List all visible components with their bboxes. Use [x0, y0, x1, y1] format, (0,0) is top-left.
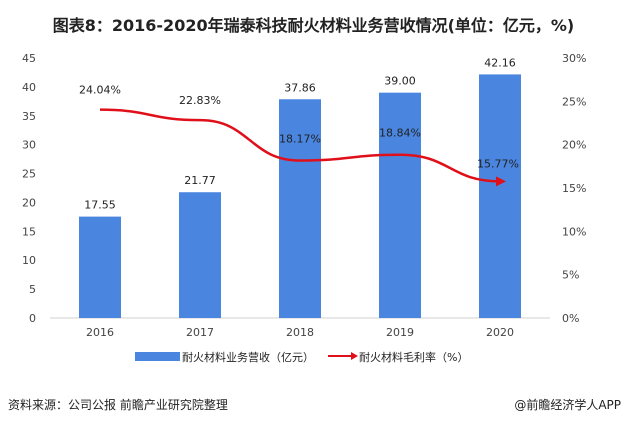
y-right-tick: 10% [562, 225, 586, 238]
x-tick: 2016 [86, 326, 114, 339]
chart-title: 图表8：2016-2020年瑞泰科技耐火材料业务营收情况(单位：亿元，%) [52, 16, 575, 35]
y-right-tick: 25% [562, 95, 586, 108]
y-left-tick: 5 [29, 283, 36, 296]
x-tick: 2020 [486, 326, 514, 339]
y-left-tick: 35 [22, 110, 36, 123]
y-right-tick: 15% [562, 182, 586, 195]
bar-label: 42.16 [484, 56, 516, 69]
y-right-tick: 0% [562, 312, 579, 325]
legend-arrow-icon [351, 352, 358, 360]
y-right-tick: 20% [562, 139, 586, 152]
x-tick: 2019 [386, 326, 414, 339]
y-left-tick: 0 [29, 312, 36, 325]
line-label: 15.77% [477, 157, 519, 170]
bar [279, 99, 321, 319]
bar-label: 17.55 [84, 199, 116, 212]
bar [79, 216, 121, 318]
bar-label: 21.77 [184, 174, 216, 187]
credit: @前瞻经济学人APP [514, 398, 621, 412]
x-tick: 2018 [286, 326, 314, 339]
source-note: 资料来源：公司公报 前瞻产业研究院整理 [8, 398, 228, 412]
y-left-tick: 20 [22, 196, 36, 209]
legend-bar-label: 耐火材料业务营收（亿元） [182, 350, 314, 364]
y-left-tick: 15 [22, 225, 36, 238]
bar-label: 37.86 [284, 81, 316, 94]
y-left-tick: 25 [22, 168, 36, 181]
bar [479, 74, 521, 318]
line-label: 18.84% [379, 127, 421, 140]
arrow-head [496, 176, 506, 187]
line-series [99, 108, 501, 183]
y-left-tick: 45 [22, 52, 36, 65]
bar [179, 192, 221, 318]
bar [379, 92, 421, 319]
legend-bar-swatch [135, 352, 180, 361]
line-label: 22.83% [179, 94, 221, 107]
line-label: 24.04% [79, 84, 121, 97]
y-right-tick: 5% [562, 269, 579, 282]
bar-label: 39.00 [384, 75, 416, 88]
y-right-tick: 30% [562, 52, 586, 65]
y-left-tick: 40 [22, 81, 36, 94]
y-left-tick: 10 [22, 254, 36, 267]
y-left-tick: 30 [22, 139, 36, 152]
x-tick: 2017 [186, 326, 214, 339]
legend-line-label: 耐火材料毛利率（%） [359, 350, 468, 364]
line-label: 18.17% [279, 133, 321, 146]
